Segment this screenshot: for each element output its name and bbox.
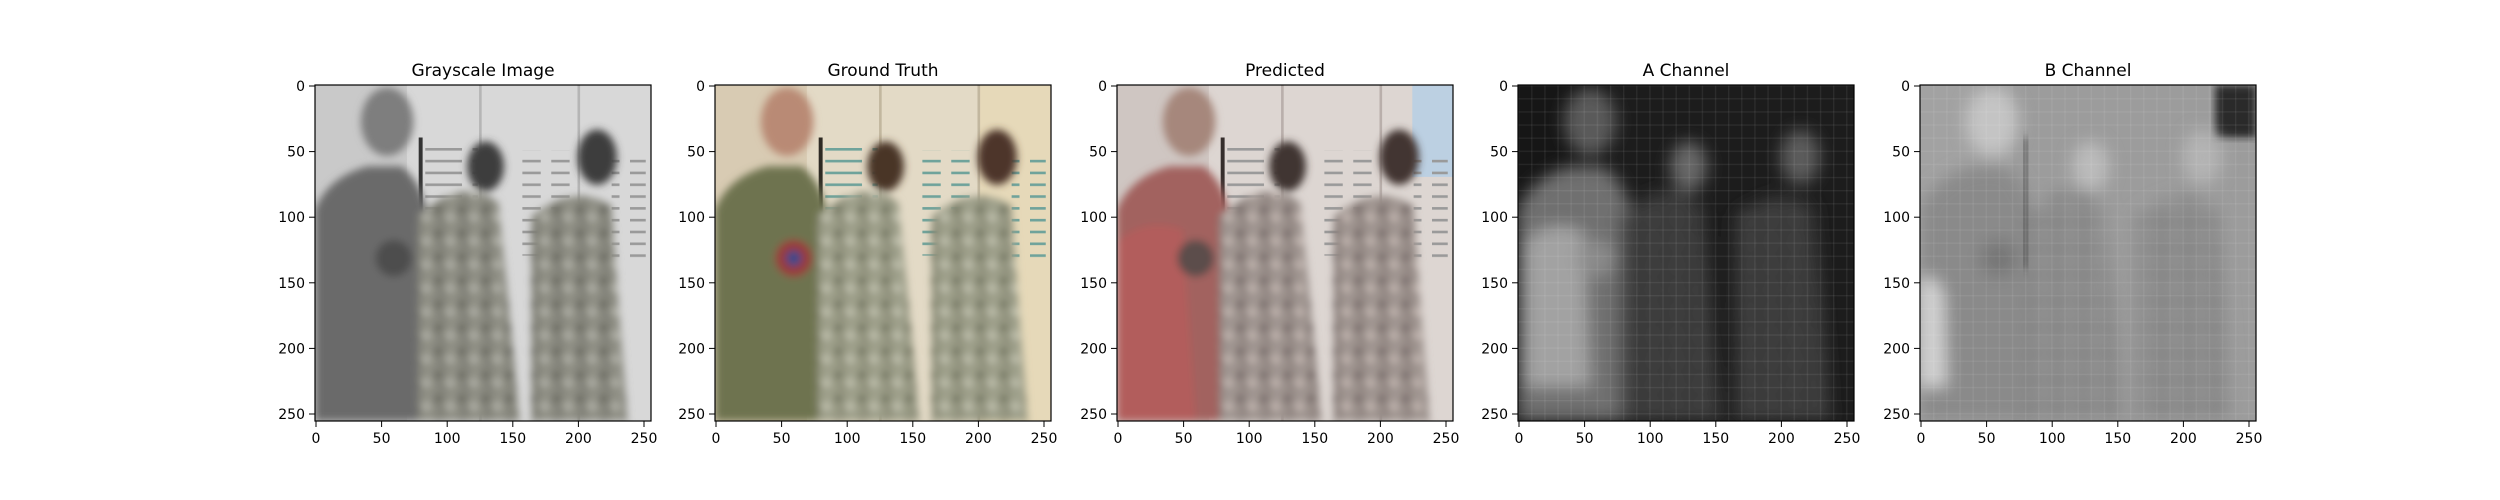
panel-ground-truth: Ground Truth: [678, 61, 1057, 447]
x-tick-label: 150: [1301, 431, 1328, 447]
x-tick-label: 100: [1637, 431, 1664, 447]
y-tick-label: 100: [278, 210, 305, 226]
x-tick-label: 0: [1114, 431, 1123, 447]
x-tick-label: 200: [1768, 431, 1795, 447]
photo-image: [1920, 85, 2256, 421]
x-tick-label: 50: [1978, 431, 1996, 447]
x-tick-label: 50: [1175, 431, 1193, 447]
axes-frame: [714, 84, 1052, 422]
photo-image: [315, 85, 651, 421]
photo-image: [715, 85, 1051, 421]
x-tick-label: 0: [312, 431, 321, 447]
panel-title: Ground Truth: [827, 61, 938, 81]
y-tick-label: 250: [678, 407, 705, 423]
x-tick-label: 50: [373, 431, 391, 447]
axes-frame: [1116, 84, 1454, 422]
y-axis: 0 50 100 150 200 250: [678, 79, 715, 423]
y-tick-label: 50: [687, 145, 705, 161]
x-tick-label: 150: [2104, 431, 2131, 447]
axes-frame: [1919, 84, 2257, 422]
panel-b-channel: B Channel: [1883, 61, 2262, 447]
y-tick-label: 100: [1481, 210, 1508, 226]
panel-title: A Channel: [1643, 61, 1730, 81]
y-tick-label: 0: [1098, 79, 1107, 95]
x-tick-label: 0: [1917, 431, 1926, 447]
x-tick-label: 200: [965, 431, 992, 447]
y-tick-label: 150: [278, 276, 305, 292]
x-tick-label: 50: [1576, 431, 1594, 447]
y-tick-label: 200: [278, 341, 305, 357]
x-tick-label: 50: [773, 431, 791, 447]
x-tick-label: 0: [1515, 431, 1524, 447]
y-tick-label: 200: [1883, 341, 1910, 357]
x-tick-label: 200: [2170, 431, 2197, 447]
y-tick-label: 150: [1481, 276, 1508, 292]
y-axis: 0 50 100 150 200 250: [1481, 79, 1518, 423]
y-tick-label: 100: [1080, 210, 1107, 226]
y-tick-label: 200: [1481, 341, 1508, 357]
y-tick-label: 200: [1080, 341, 1107, 357]
x-tick-label: 250: [1834, 431, 1861, 447]
x-tick-label: 250: [1433, 431, 1460, 447]
y-tick-label: 0: [1499, 79, 1508, 95]
y-tick-label: 250: [278, 407, 305, 423]
y-tick-label: 150: [1883, 276, 1910, 292]
y-axis: 0 50 100 150 200 250: [278, 79, 315, 423]
x-axis: 0 50 100 150 200 250: [312, 421, 658, 447]
y-tick-label: 50: [1089, 145, 1107, 161]
y-axis: 0 50 100 150 200 250: [1080, 79, 1117, 423]
x-tick-label: 100: [434, 431, 461, 447]
y-tick-label: 50: [1892, 145, 1910, 161]
y-tick-label: 0: [696, 79, 705, 95]
y-tick-label: 100: [678, 210, 705, 226]
photo-image: [1117, 85, 1453, 421]
y-tick-label: 200: [678, 341, 705, 357]
y-tick-label: 150: [1080, 276, 1107, 292]
x-tick-label: 250: [631, 431, 658, 447]
axes-frame: [314, 84, 652, 422]
x-tick-label: 250: [1031, 431, 1058, 447]
y-tick-label: 250: [1883, 407, 1910, 423]
y-tick-label: 0: [1901, 79, 1910, 95]
panel-title: B Channel: [2045, 61, 2132, 81]
x-tick-label: 150: [1702, 431, 1729, 447]
y-tick-label: 0: [296, 79, 305, 95]
y-tick-label: 150: [678, 276, 705, 292]
panel-predicted: Predicted: [1080, 61, 1459, 447]
y-axis: 0 50 100 150 200 250: [1883, 79, 1920, 423]
y-tick-label: 50: [1490, 145, 1508, 161]
x-axis: 0 50 100 150 200 250: [1114, 421, 1460, 447]
x-tick-label: 250: [2236, 431, 2263, 447]
x-axis: 0 50 100 150 200 250: [1917, 421, 2263, 447]
x-tick-label: 200: [565, 431, 592, 447]
panel-a-channel: A Channel: [1481, 61, 1860, 447]
axes-frame: [1517, 84, 1855, 422]
panel-grayscale: Grayscale Image: [278, 61, 657, 447]
panel-title: Predicted: [1245, 61, 1325, 81]
x-tick-label: 100: [1236, 431, 1263, 447]
x-axis: 0 50 100 150 200 250: [1515, 421, 1861, 447]
x-tick-label: 100: [834, 431, 861, 447]
y-tick-label: 100: [1883, 210, 1910, 226]
photo-image: [1518, 85, 1854, 421]
panel-title: Grayscale Image: [411, 61, 554, 81]
y-tick-label: 250: [1080, 407, 1107, 423]
x-tick-label: 150: [499, 431, 526, 447]
x-axis: 0 50 100 150 200 250: [712, 421, 1058, 447]
x-tick-label: 200: [1367, 431, 1394, 447]
y-tick-label: 250: [1481, 407, 1508, 423]
x-tick-label: 150: [899, 431, 926, 447]
x-tick-label: 100: [2039, 431, 2066, 447]
y-tick-label: 50: [287, 145, 305, 161]
x-tick-label: 0: [712, 431, 721, 447]
